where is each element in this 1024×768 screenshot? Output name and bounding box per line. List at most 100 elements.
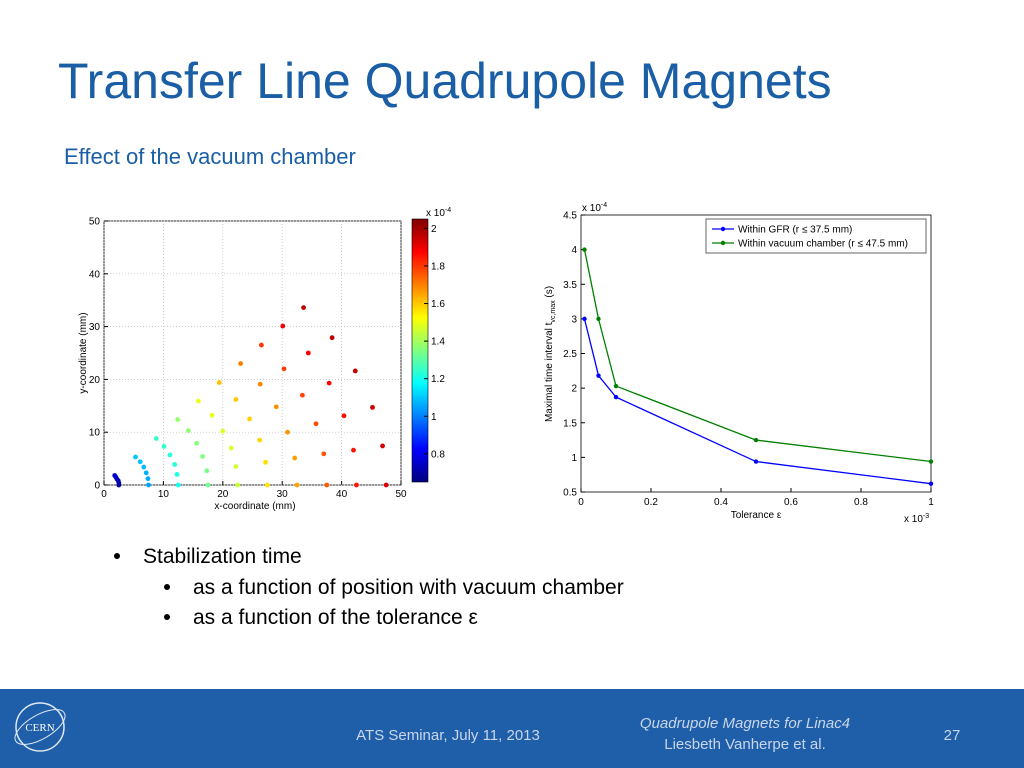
footer-band [0, 689, 1024, 768]
scatter-point [137, 459, 143, 465]
scatter-point [175, 417, 181, 422]
scatter-point [204, 468, 210, 474]
x-tick-label: 40 [336, 489, 348, 500]
scatter-point [228, 445, 234, 451]
scatter-point [370, 404, 375, 410]
scatter-point [133, 454, 138, 460]
scatter-point [321, 451, 327, 457]
legend-label: Within GFR (r ≤ 37.5 mm) [738, 225, 852, 236]
x-tick-label: 30 [277, 489, 289, 500]
colorbar-tick-label: 2 [431, 224, 437, 235]
scatter-point [259, 342, 264, 348]
scatter-point [167, 452, 173, 458]
bullet [164, 584, 170, 590]
footer-talk: Quadrupole Magnets for Linac4 [640, 715, 850, 732]
legend-marker [720, 240, 726, 246]
colorbar-tick-label: 1.2 [431, 374, 445, 385]
scatter-point [299, 392, 305, 398]
page-number: 27 [944, 727, 961, 744]
y-tick-label: 50 [89, 217, 101, 228]
x-tick-label: 0.2 [644, 497, 658, 508]
x-tick-label: 0 [578, 497, 584, 508]
scatter-point [329, 335, 335, 341]
scatter-point [143, 470, 149, 476]
y-axis-label: y-coordinate (mm) [78, 312, 89, 393]
scatter-point [175, 482, 181, 488]
scatter-point [205, 482, 211, 488]
series-marker [613, 394, 619, 400]
series-marker [596, 373, 601, 378]
y-tick-label: 30 [89, 322, 101, 333]
legend-label: Within vacuum chamber (r ≤ 47.5 mm) [738, 239, 908, 250]
scatter-point [172, 462, 178, 467]
x-axis-label: Tolerance ε [731, 510, 782, 521]
scatter-point [220, 428, 226, 434]
series-marker [928, 481, 934, 486]
logo-text: CERN [25, 722, 54, 734]
y-tick-label: 3.5 [563, 280, 577, 291]
scatter-point [305, 350, 311, 356]
scatter-point [281, 366, 287, 372]
slide-title: Transfer Line Quadrupole Magnets [58, 53, 832, 109]
y-tick-label: 2.5 [563, 349, 577, 360]
series-marker [753, 437, 759, 443]
bullet-text: as a function of position with vacuum ch… [193, 576, 624, 599]
series-marker [582, 247, 587, 252]
scatter-point [301, 305, 306, 310]
footer: CERN ATS Seminar, July 11, 2013 Quadrupo… [0, 689, 1024, 768]
bullet-text: Stabilization time [143, 545, 302, 568]
line-chart: Tolerance ε Maximal time interval tvc,ma… [544, 202, 934, 525]
scatter-point [280, 323, 286, 329]
x-tick-label: 10 [158, 489, 170, 500]
scatter-point [247, 416, 252, 422]
footer-event: ATS Seminar, July 11, 2013 [356, 727, 540, 744]
scatter-point [351, 447, 356, 453]
scatter-point [233, 397, 239, 402]
y-tick-label: 40 [89, 269, 101, 280]
scatter-point [146, 482, 151, 488]
y-tick-label: 3 [571, 314, 577, 325]
scatter-point [263, 459, 268, 465]
x-tick-label: 0.6 [784, 497, 798, 508]
scatter-point [313, 421, 319, 427]
y-tick-label: 0.5 [563, 488, 577, 499]
y-multiplier: x 10-4 [582, 202, 607, 214]
logo-ring [15, 702, 65, 752]
bullet-list: Stabilization time as a function of posi… [114, 545, 624, 629]
bullet [114, 553, 120, 559]
x-tick-label: 1 [928, 497, 934, 508]
x-tick-label: 50 [395, 489, 407, 500]
y-tick-label: 4 [571, 245, 577, 256]
slide-subtitle: Effect of the vacuum chamber [64, 144, 356, 169]
y-axis-label: Maximal time interval tvc,max (s) [544, 286, 557, 422]
scatter-point [352, 368, 358, 374]
plot-frame [103, 220, 402, 486]
colorbar-multiplier: x 10-4 [426, 207, 451, 219]
y-tick-label: 10 [89, 428, 101, 439]
scatter-point [257, 437, 263, 443]
colorbar-tick-label: 0.8 [431, 449, 445, 460]
series-marker [596, 316, 601, 322]
scatter-point [294, 482, 300, 488]
scatter-chart: x-coordinate (mm) y-coordinate (mm) x 10… [78, 207, 451, 512]
bullet [164, 614, 170, 620]
scatter-point [383, 482, 389, 488]
scatter-point [112, 473, 118, 478]
scatter-point [354, 482, 359, 488]
colorbar-tick-label: 1.6 [431, 299, 445, 310]
scatter-point [216, 380, 222, 385]
scatter-point [264, 482, 270, 488]
series-marker [613, 383, 619, 389]
logo-orbit [14, 709, 66, 745]
y-tick-label: 1.5 [563, 418, 577, 429]
scatter-point [292, 455, 298, 461]
plot-frame [580, 214, 932, 493]
x-axis-label: x-coordinate (mm) [214, 501, 295, 512]
series-marker [753, 459, 759, 464]
scatter-point [185, 428, 191, 434]
scatter-point [341, 413, 347, 419]
colorbar [411, 218, 429, 483]
series-marker [582, 316, 587, 322]
scatter-point [200, 454, 206, 459]
